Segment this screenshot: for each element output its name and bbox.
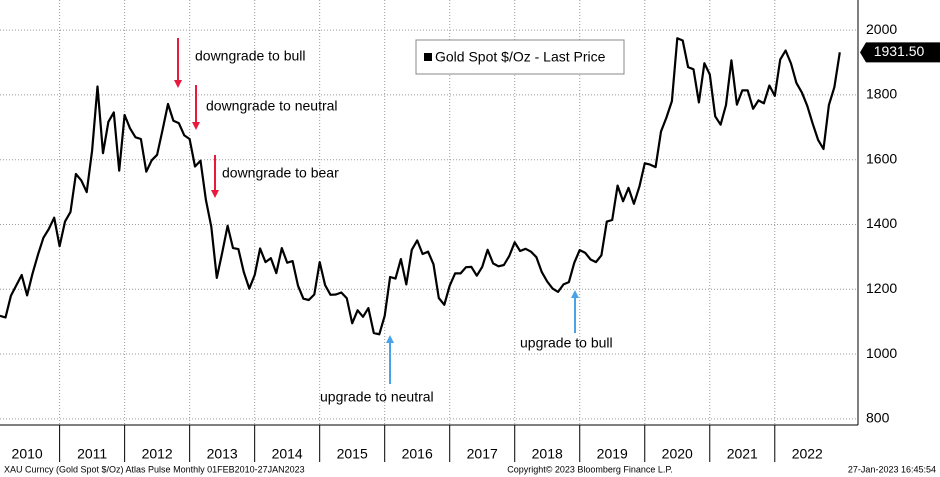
annotation: upgrade to neutral xyxy=(320,389,434,405)
x-tick-label: 2012 xyxy=(142,446,173,462)
legend-box xyxy=(415,39,625,75)
price-line xyxy=(0,37,841,336)
x-tick-label: 2010 xyxy=(12,446,43,462)
grid xyxy=(0,0,858,425)
legend-label: Gold Spot $/Oz - Last Price xyxy=(435,49,606,65)
x-tick-label: 2022 xyxy=(792,446,823,462)
footer-right: 27-Jan-2023 16:45:54 xyxy=(848,464,936,474)
annotation: downgrade to bull xyxy=(195,48,306,64)
x-tick-label: 2017 xyxy=(467,446,498,462)
arrows xyxy=(174,38,579,384)
y-tick-label: 800 xyxy=(866,410,890,426)
x-tick-label: 2013 xyxy=(207,446,238,462)
footer-left: XAU Curncy (Gold Spot $/Oz) Atlas Pulse … xyxy=(4,464,305,474)
y-tick-label: 1600 xyxy=(866,150,897,166)
legend: Gold Spot $/Oz - Last Price xyxy=(415,39,625,75)
x-tick-label: 2021 xyxy=(727,446,758,462)
x-tick-label: 2015 xyxy=(337,446,368,462)
y-tick-label: 1200 xyxy=(866,280,897,296)
y-tick-label: 1400 xyxy=(866,215,897,231)
footer-center: Copyright© 2023 Bloomberg Finance L.P. xyxy=(507,464,673,474)
x-tick-label: 2011 xyxy=(77,446,107,462)
y-tick-label: 1800 xyxy=(866,86,897,102)
y-tick-label: 1000 xyxy=(866,345,897,361)
legend-swatch xyxy=(424,53,432,61)
annotation: downgrade to bear xyxy=(222,165,339,181)
last-price-label: 1931.50 xyxy=(874,43,925,59)
y-tick-label: 2000 xyxy=(866,21,897,37)
x-tick-label: 2014 xyxy=(272,446,303,462)
x-tick-label: 2020 xyxy=(662,446,693,462)
x-tick-label: 2016 xyxy=(402,446,433,462)
x-tick-label: 2019 xyxy=(597,446,628,462)
last-price-tag xyxy=(860,42,940,63)
x-tick-label: 2018 xyxy=(532,446,563,462)
annotation: upgrade to bull xyxy=(520,335,613,351)
annotation: downgrade to neutral xyxy=(206,98,338,114)
